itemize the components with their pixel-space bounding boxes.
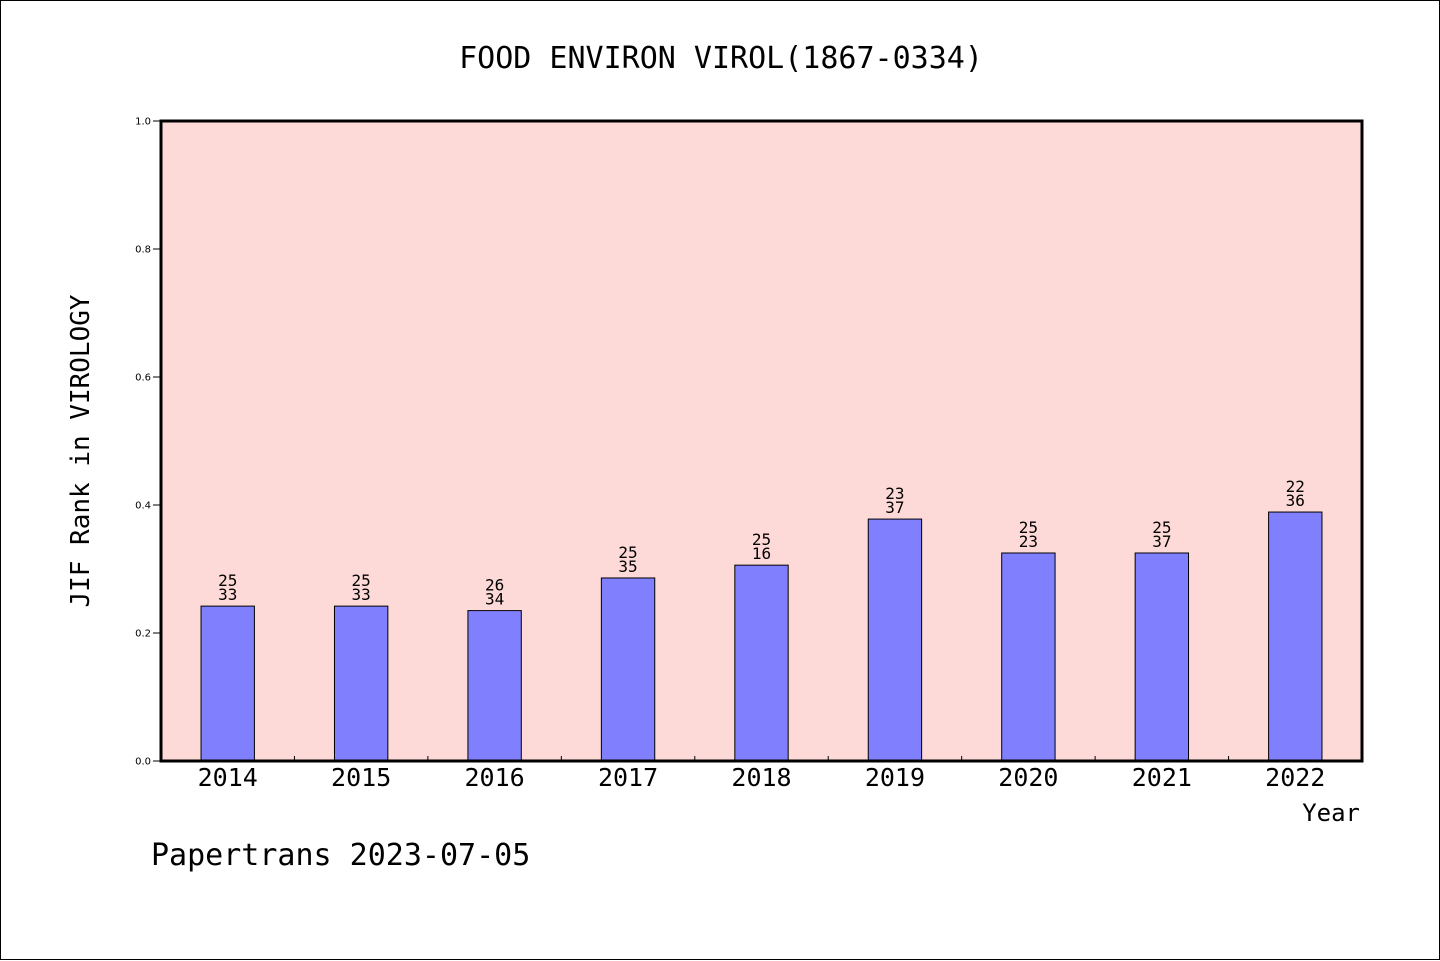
x-tick-label: 2018 [731,763,791,792]
chart-title: FOOD ENVIRON VIROL(1867-0334) [459,41,983,76]
bar [600,577,656,762]
x-tick-label: 2020 [998,763,1058,792]
bar [734,564,789,762]
x-tick-label: 2019 [865,763,925,792]
bar [1268,511,1323,762]
bar-label-top: 26 [485,576,504,595]
bar [333,605,389,762]
x-tick-label: 2022 [1265,763,1325,792]
bar-label-bottom: 37 [885,498,904,517]
y-tick-label: 1.0 [135,117,151,128]
x-tick-label: 2021 [1132,763,1192,792]
bar-label-top: 22 [1286,477,1305,496]
bar-label-bottom: 16 [752,544,771,563]
bar-label-bottom: 23 [1019,532,1038,551]
bar-label-bottom: 33 [218,585,237,604]
bar [200,605,255,762]
x-tick-label: 2014 [198,763,258,792]
y-tick-label: 0.8 [135,245,151,256]
bars [200,511,1323,762]
x-tick-label: 2017 [598,763,658,792]
bar [1134,552,1190,762]
y-axis-ticks: 0.0 0.2 0.4 0.6 0.8 1.0 [135,117,160,768]
bar-label-top: 25 [1019,518,1038,537]
y-tick-label: 0.0 [135,757,151,768]
bar-label-top: 25 [1152,518,1171,537]
bar-label-bottom: 37 [1152,532,1171,551]
bar-label-bottom: 33 [352,585,371,604]
bar-label-top: 23 [885,484,904,503]
bar [467,610,522,762]
bar-label-bottom: 35 [618,557,637,576]
x-tick-label: 2015 [331,763,391,792]
x-axis-label: Year [1302,799,1360,827]
x-axis-ticks: 2014 2015 2016 2017 2018 2019 2020 2021 2022 [198,756,1325,792]
bar-label-top: 25 [752,530,771,549]
y-tick-label: 0.2 [135,629,151,640]
y-axis-label: JIF Rank in VIROLOGY [66,294,96,607]
bar-label-top: 25 [352,571,371,590]
bar-label-bottom: 34 [485,590,504,609]
plot-border [159,119,1364,763]
bar [1001,552,1056,762]
bar [867,518,923,762]
bar-label-bottom: 36 [1286,491,1305,510]
bar-label-top: 25 [218,571,237,590]
footer-credit: Papertrans 2023-07-05 [151,838,530,873]
x-tick-label: 2016 [465,763,525,792]
y-tick-label: 0.4 [135,501,151,512]
y-tick-label: 0.6 [135,373,151,384]
bar-label-top: 25 [618,543,637,562]
